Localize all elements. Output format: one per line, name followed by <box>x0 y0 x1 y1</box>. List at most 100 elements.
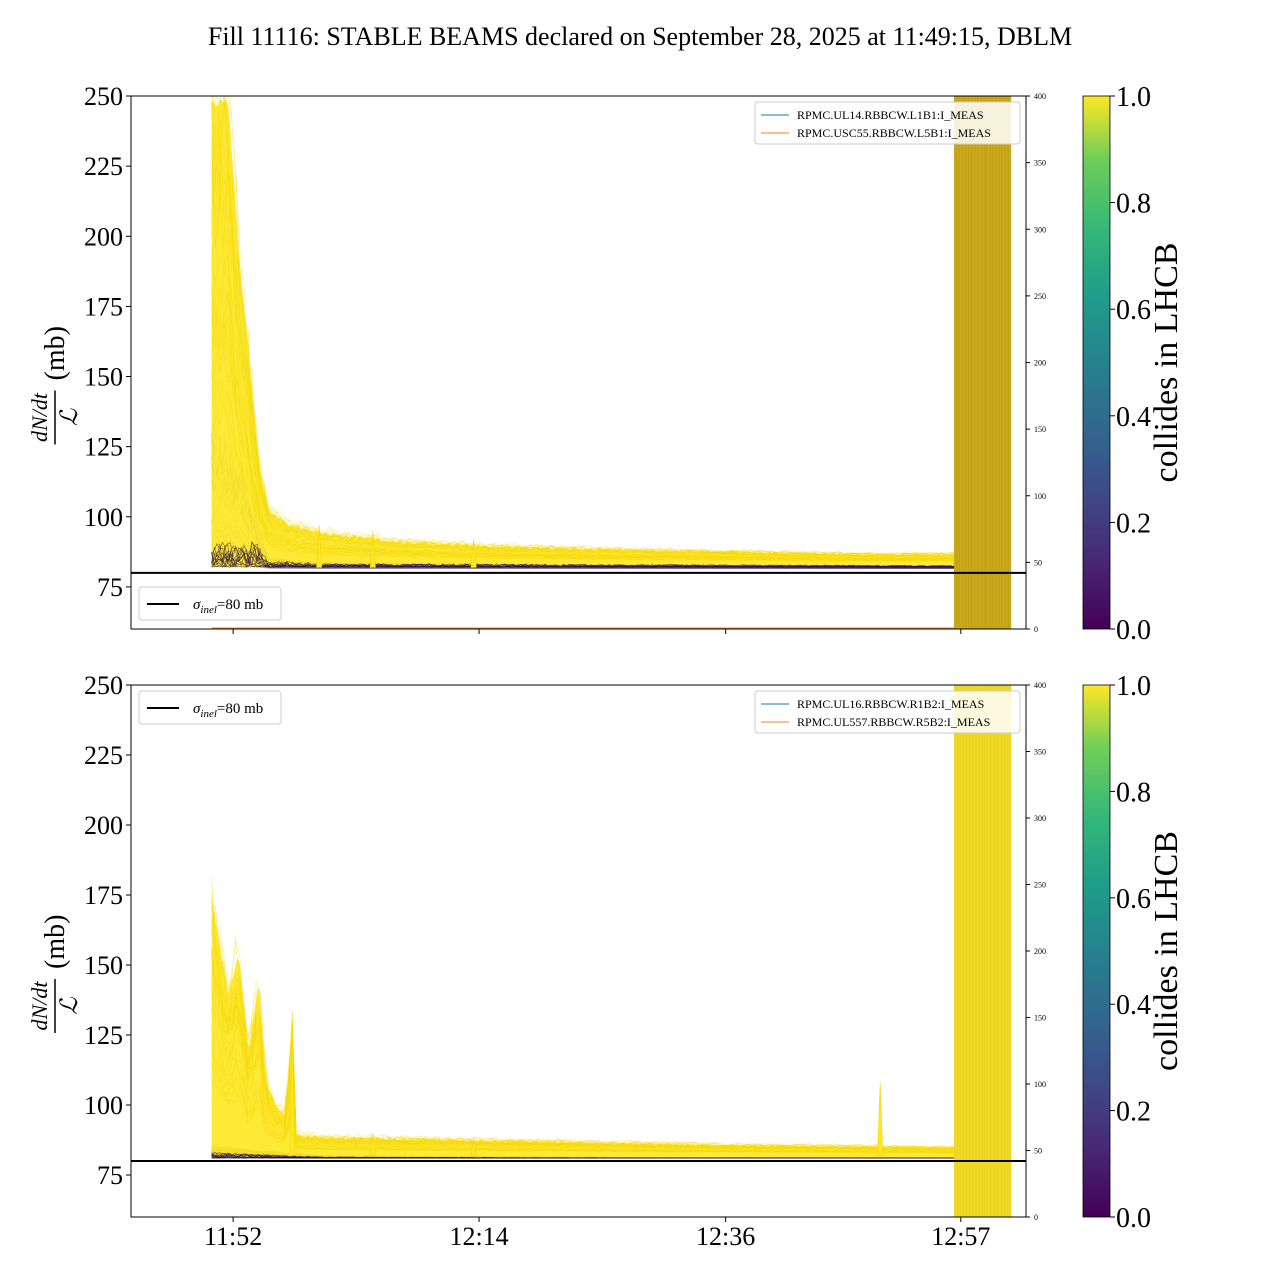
collide-trace <box>211 876 958 1149</box>
collide-trace <box>211 333 958 561</box>
colorbar <box>1082 95 1111 630</box>
sigma-legend-sub: inel <box>200 604 217 616</box>
collide-trace <box>211 883 958 1149</box>
sigma-legend-symbol: σ <box>193 597 201 613</box>
xtick-label: 12:36 <box>696 1222 755 1251</box>
top-panel: 75 100 125 150 175 200 225 250 0 50 100 150 200 250 30… <box>27 82 1185 646</box>
y2tick-label: 100 <box>1034 492 1046 501</box>
collide-trace <box>211 1009 958 1152</box>
collide-trace <box>211 251 958 560</box>
collide-trace <box>211 321 958 561</box>
xtick-label: 11:52 <box>204 1222 262 1251</box>
y2tick-label: 350 <box>1034 748 1046 757</box>
collide-trace <box>211 323 958 561</box>
collide-trace <box>211 916 958 1148</box>
colorbar-tick-label: 0.0 <box>1116 615 1151 646</box>
collide-trace <box>211 165 958 557</box>
collide-trace <box>211 954 958 1151</box>
collide-trace <box>211 96 958 556</box>
colorbar-tick-label: 0.4 <box>1116 402 1151 433</box>
ytick-label: 200 <box>84 811 123 840</box>
y2tick-label: 200 <box>1034 947 1046 956</box>
collide-trace <box>211 970 958 1150</box>
collide-envelope <box>211 896 961 1159</box>
bottom-panel: 75 100 125 150 175 200 225 250 0 50 100 150 200 250 30… <box>27 671 1185 1251</box>
collide-trace <box>211 928 958 1150</box>
figure-title: Fill 11116: STABLE BEAMS declared on Sep… <box>208 22 1072 51</box>
colorbar-tick-label: 0.6 <box>1116 295 1151 326</box>
sigma-legend-label: σinel=80 mb <box>193 701 263 720</box>
y2tick-label: 50 <box>1034 558 1042 567</box>
collide-trace <box>211 124 958 557</box>
y2tick-label: 50 <box>1034 1147 1042 1156</box>
spike <box>369 1132 376 1156</box>
collide-trace <box>211 945 958 1151</box>
collide-trace <box>211 970 958 1151</box>
collide-trace <box>211 977 958 1151</box>
y2tick-label: 0 <box>1034 625 1038 634</box>
ylabel-numerator: dN/dt <box>27 392 52 442</box>
collide-trace <box>211 1044 958 1153</box>
sigma-legend-label: σinel=80 mb <box>193 597 263 616</box>
collide-trace <box>211 978 958 1152</box>
ytick-label: 100 <box>84 1091 123 1120</box>
ylabel-denominator: ℒ <box>57 408 83 426</box>
collide-trace <box>211 949 958 1151</box>
ytick-label: 125 <box>84 433 123 462</box>
colorbar-tick-label: 1.0 <box>1116 671 1151 702</box>
collide-trace <box>211 277 958 560</box>
dark-trace <box>211 555 959 569</box>
ytick-label: 75 <box>97 1161 123 1190</box>
spike <box>289 1020 296 1156</box>
collide-trace <box>211 956 958 1150</box>
collide-trace <box>211 171 958 558</box>
collide-trace <box>211 384 958 562</box>
colorbar-tick-label: 1.0 <box>1116 82 1151 113</box>
colorbar-tick-label: 0.2 <box>1116 508 1151 539</box>
ytick-label: 150 <box>84 951 123 980</box>
collide-trace <box>211 966 958 1151</box>
collide-trace <box>211 945 958 1149</box>
collide-trace <box>211 994 958 1151</box>
colorbar-tick-label: 0.0 <box>1116 1203 1151 1234</box>
ylabel: dN/dt ℒ (mb) <box>27 915 83 1033</box>
collide-trace <box>211 947 958 1151</box>
collide-trace <box>211 134 958 557</box>
y2tick-label: 400 <box>1034 681 1046 690</box>
ytick-label: 100 <box>84 503 123 532</box>
y2tick-label: 250 <box>1034 292 1046 301</box>
collide-trace <box>211 355 958 561</box>
collide-trace <box>211 912 958 1149</box>
collide-trace <box>211 290 958 560</box>
collide-trace <box>211 948 958 1150</box>
collide-trace <box>211 355 958 561</box>
ytick-label: 250 <box>84 82 123 111</box>
noncollide-trace <box>211 537 959 569</box>
colorbar-tick-label: 0.8 <box>1116 777 1151 808</box>
colorbar-tick-label: 0.8 <box>1116 189 1151 220</box>
sigma-legend-rest: =80 mb <box>217 701 263 717</box>
collide-trace <box>211 987 958 1152</box>
spike <box>470 1138 477 1156</box>
collide-trace <box>211 323 958 561</box>
y2tick-label: 300 <box>1034 814 1046 823</box>
collide-trace <box>211 920 958 1149</box>
collide-trace <box>211 965 958 1151</box>
ylabel-denominator: ℒ <box>57 997 83 1015</box>
collide-trace <box>211 96 958 557</box>
collide-trace <box>211 140 958 558</box>
plot-area <box>211 96 1012 629</box>
y2tick-label: 100 <box>1034 1080 1046 1089</box>
y2tick-label: 150 <box>1034 1014 1046 1023</box>
collide-trace <box>211 197 958 558</box>
collide-trace <box>211 952 958 1150</box>
collide-trace <box>211 288 958 560</box>
noncollide-trace <box>211 557 959 569</box>
ylabel-unit: (mb) <box>40 915 71 969</box>
ytick-label: 175 <box>84 292 123 321</box>
collide-trace <box>211 1026 958 1153</box>
collide-trace <box>211 118 958 557</box>
collide-trace <box>211 149 958 558</box>
ytick-label: 175 <box>84 881 123 910</box>
